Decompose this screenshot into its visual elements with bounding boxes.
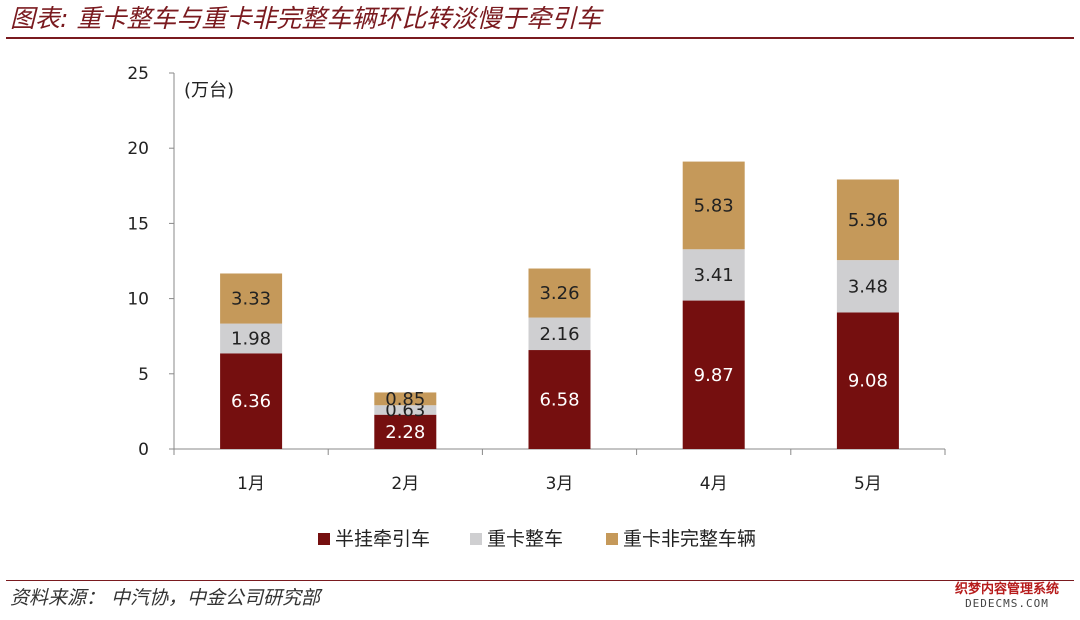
watermark: 织梦内容管理系统 DEDECMS.COM bbox=[942, 583, 1072, 611]
source-note: 资料来源： 中汽协，中金公司研究部 bbox=[10, 587, 321, 609]
bar-segment bbox=[528, 317, 591, 351]
bar-segment bbox=[682, 161, 745, 250]
x-tick-label: 2月 bbox=[391, 474, 419, 494]
y-tick-label: 15 bbox=[127, 214, 149, 234]
data-label: 2.28 bbox=[385, 422, 425, 443]
data-label: 3.33 bbox=[231, 289, 271, 310]
legend-swatch bbox=[318, 533, 330, 545]
x-tick-label: 4月 bbox=[700, 474, 728, 494]
data-label: 5.83 bbox=[694, 195, 734, 216]
bar-segment bbox=[836, 179, 899, 261]
data-label: 9.87 bbox=[694, 365, 734, 386]
y-tick-label: 0 bbox=[138, 440, 149, 460]
bar-segment bbox=[374, 392, 437, 406]
data-label: 6.36 bbox=[231, 391, 271, 412]
legend-label: 重卡整车 bbox=[487, 528, 563, 550]
y-tick-label: 20 bbox=[127, 139, 149, 159]
bar-segment bbox=[374, 405, 437, 415]
x-tick-label: 3月 bbox=[546, 474, 574, 494]
data-label: 1.98 bbox=[231, 328, 271, 349]
x-tick-label: 1月 bbox=[237, 474, 265, 494]
legend-swatch bbox=[606, 533, 618, 545]
y-axis-unit-label: (万台) bbox=[184, 80, 234, 101]
data-label: 3.41 bbox=[694, 265, 734, 286]
y-tick-label: 25 bbox=[127, 64, 149, 84]
data-label: 3.26 bbox=[539, 283, 579, 304]
bar-segment bbox=[528, 350, 591, 449]
data-label: 5.36 bbox=[848, 210, 888, 231]
bar-segment bbox=[374, 414, 437, 449]
data-label: 9.08 bbox=[848, 371, 888, 392]
data-label: 2.16 bbox=[539, 324, 579, 345]
header: 图表: 重卡整车与重卡非完整车辆环比转淡慢于牵引车 bbox=[10, 2, 1072, 40]
data-label: 6.58 bbox=[539, 390, 579, 411]
bottom-divider bbox=[6, 580, 1074, 581]
legend-swatch bbox=[470, 533, 482, 545]
watermark-line1: 织梦内容管理系统 bbox=[954, 582, 1059, 597]
legend-label: 重卡非完整车辆 bbox=[623, 528, 756, 550]
bar-segment bbox=[836, 260, 899, 313]
legend-label: 半挂牵引车 bbox=[335, 528, 430, 550]
bar-segment bbox=[220, 323, 283, 354]
watermark-line2: DEDECMS.COM bbox=[965, 597, 1049, 610]
y-tick-label: 10 bbox=[127, 290, 149, 310]
stacked-bar-chart: 0510152025(万台)1月6.361.983.332月2.280.630.… bbox=[127, 64, 946, 550]
bar-segment bbox=[220, 353, 283, 449]
page-title: 图表: 重卡整车与重卡非完整车辆环比转淡慢于牵引车 bbox=[10, 4, 602, 33]
bar-segment bbox=[836, 312, 899, 449]
bar-segment bbox=[220, 273, 283, 324]
bar-segment bbox=[682, 249, 745, 301]
bar-segment bbox=[528, 268, 591, 318]
data-label: 0.85 bbox=[385, 389, 425, 410]
y-tick-label: 5 bbox=[138, 365, 149, 385]
data-label: 3.48 bbox=[848, 276, 888, 297]
top-divider bbox=[6, 37, 1074, 39]
x-tick-label: 5月 bbox=[854, 474, 882, 494]
bar-segment bbox=[682, 300, 745, 449]
